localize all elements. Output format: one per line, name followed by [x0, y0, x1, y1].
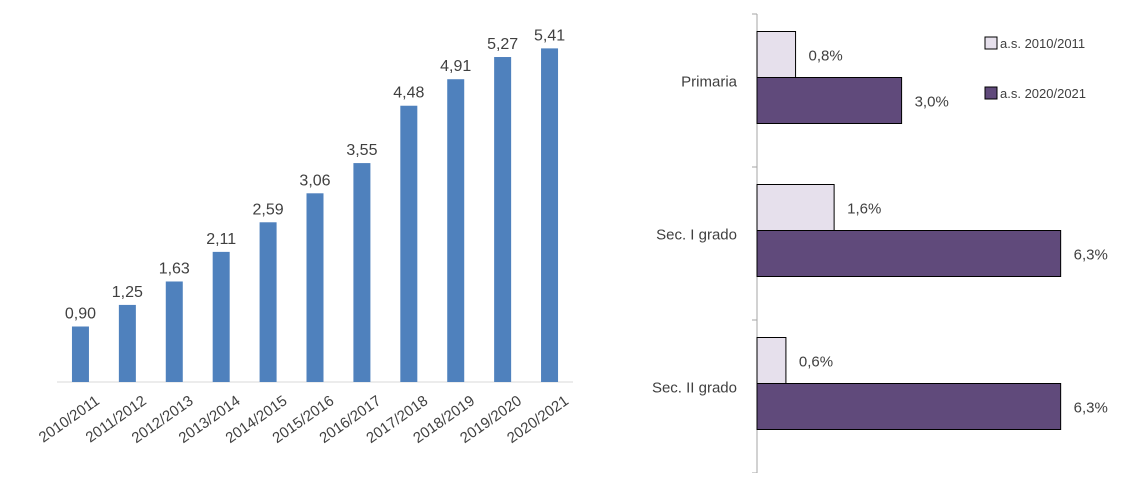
legend-label: a.s. 2020/2021 — [1000, 86, 1086, 101]
bar-value-label: 0,8% — [809, 48, 843, 65]
bar-value-label: 3,0% — [915, 94, 949, 111]
bar — [118, 304, 136, 382]
bar — [756, 383, 1062, 430]
bar — [541, 48, 559, 383]
bar-value-label: 1,6% — [847, 201, 881, 218]
bar-value-label: 2,59 — [253, 201, 284, 218]
bar — [353, 163, 371, 382]
enrollment-bar-chart: 0,902010/20111,252011/20121,632012/20132… — [36, 27, 573, 447]
bar — [212, 251, 230, 382]
bar-value-label: 6,3% — [1074, 400, 1108, 417]
bar — [756, 184, 835, 231]
bar — [306, 193, 324, 382]
school-level-bar-chart: Primaria 0,8% 3,0% Sec. I grado 1,6% 6,3% Sec.… — [652, 13, 1108, 474]
bar-value-label: 4,48 — [393, 85, 424, 102]
bar-value-label: 0,90 — [65, 306, 96, 323]
bar-value-label: 5,27 — [487, 36, 518, 53]
bar — [494, 57, 512, 383]
y-category-label: Primaria — [681, 74, 737, 91]
bar — [447, 79, 465, 382]
y-category-label: Sec. I grado — [656, 227, 737, 244]
bar — [756, 77, 903, 124]
bar-value-label: 3,55 — [346, 142, 377, 159]
legend-label: a.s. 2010/2011 — [1000, 36, 1085, 51]
bar-value-label: 6,3% — [1074, 247, 1108, 264]
bar — [756, 230, 1062, 277]
bar-value-label: 5,41 — [534, 27, 565, 44]
bar — [165, 281, 183, 382]
legend-swatch — [984, 86, 998, 100]
bar — [756, 31, 797, 78]
bar-value-label: 2,11 — [206, 231, 236, 248]
bar-value-label: 3,06 — [299, 172, 330, 189]
bar — [400, 105, 418, 382]
y-category-label: Sec. II grado — [652, 380, 737, 397]
bar-value-label: 4,91 — [440, 58, 471, 75]
bar-value-label: 1,25 — [112, 284, 143, 301]
bar-value-label: 1,63 — [159, 260, 190, 277]
bar — [259, 222, 277, 382]
legend-swatch — [984, 36, 998, 50]
bar — [71, 326, 89, 382]
bar — [756, 337, 787, 384]
bar-value-label: 0,6% — [799, 354, 833, 371]
